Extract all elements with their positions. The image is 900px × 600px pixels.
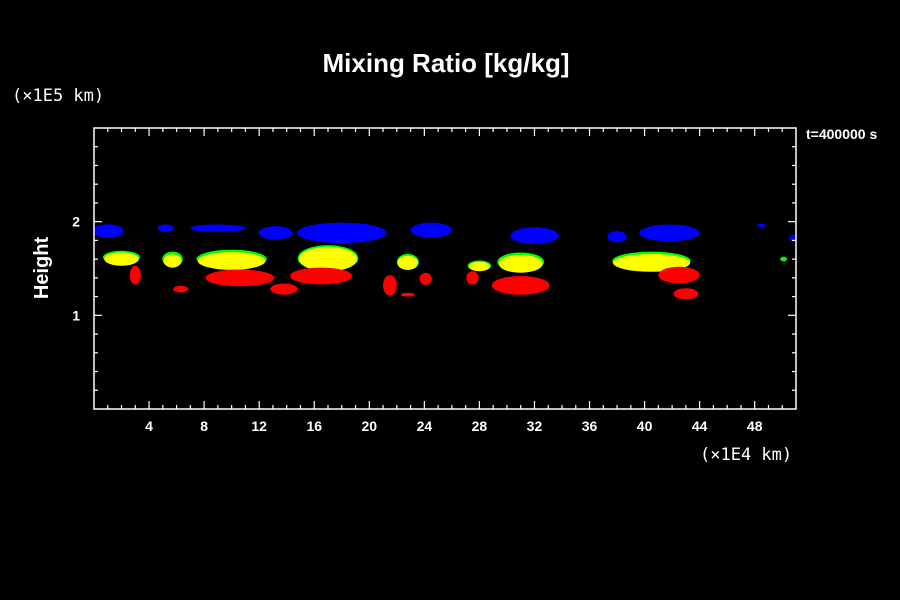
data-cell-2-1	[163, 254, 182, 268]
x-tick-label: 32	[527, 418, 543, 434]
plot-data-layer	[94, 222, 796, 300]
data-cell-0-2	[190, 224, 246, 232]
data-cell-0-5	[410, 222, 452, 238]
data-cell-0-8	[639, 224, 700, 242]
data-cell-2-4	[397, 255, 419, 270]
data-cell-0-9	[757, 223, 766, 228]
data-cell-0-4	[297, 222, 387, 244]
mixing-layer-0	[94, 222, 796, 245]
data-cell-0-1	[157, 224, 174, 232]
data-cell-3-5	[383, 275, 397, 296]
mixing-layer-3	[129, 265, 700, 300]
x-tick-label: 48	[747, 418, 763, 434]
data-cell-3-2	[205, 269, 275, 287]
x-tick-label: 4	[145, 418, 153, 434]
data-cell-2-3	[299, 246, 357, 272]
x-tick-label: 40	[637, 418, 653, 434]
data-cell-2-7	[613, 254, 690, 272]
time-label: t=400000 s	[806, 126, 877, 142]
plot-frame	[93, 127, 797, 410]
data-cell-0-3	[258, 226, 293, 240]
data-cell-0-7	[607, 231, 627, 243]
y-tick-label: 2	[72, 214, 80, 230]
chart-title: Mixing Ratio [kg/kg]	[323, 48, 570, 78]
data-cell-3-8	[466, 271, 479, 285]
x-tick-label: 12	[251, 418, 267, 434]
data-cell-3-1	[173, 285, 189, 293]
data-cell-2-0	[104, 252, 139, 266]
x-tick-label: 36	[582, 418, 598, 434]
data-cell-0-6	[510, 227, 559, 245]
data-cell-2-2	[197, 252, 266, 270]
data-cell-3-7	[419, 272, 432, 285]
data-cell-3-6	[400, 292, 415, 297]
y-axis-unit: (×1E5 km)	[12, 86, 104, 106]
x-tick-label: 16	[306, 418, 322, 434]
y-axis-label: Height	[31, 237, 53, 300]
y-tick-label: 1	[72, 307, 80, 323]
x-tick-label: 20	[362, 418, 378, 434]
data-cell-3-11	[673, 288, 699, 300]
mixing-layer-2	[104, 246, 690, 273]
data-cell-3-0	[129, 265, 141, 285]
data-cell-3-4	[290, 267, 353, 285]
data-cell-2-5	[469, 261, 490, 272]
x-tick-label: 8	[200, 418, 208, 434]
x-tick-label: 24	[417, 418, 433, 434]
data-cell-3-10	[658, 266, 700, 284]
data-cell-3-9	[491, 276, 550, 295]
x-axis-unit: (×1E4 km)	[700, 445, 792, 465]
data-cell-0-0	[94, 224, 124, 238]
data-cell-2-6	[498, 254, 543, 273]
data-cell-3-3	[270, 283, 298, 295]
x-tick-label: 28	[472, 418, 488, 434]
x-tick-label: 44	[692, 418, 708, 434]
data-cell-1-8	[780, 256, 787, 262]
